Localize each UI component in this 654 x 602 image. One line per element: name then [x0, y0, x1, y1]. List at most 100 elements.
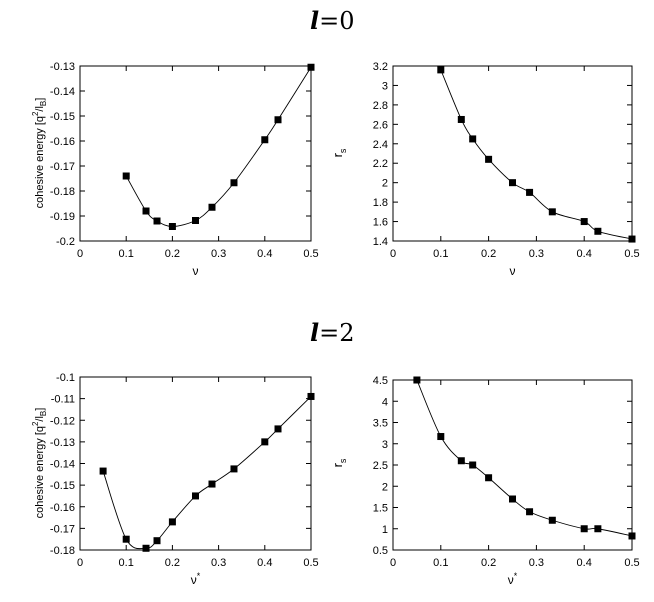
y-tick-label: 1.6 [373, 217, 388, 229]
y-tick-label: -0.12 [50, 415, 75, 427]
x-tick-label: 0.1 [119, 557, 134, 569]
chart-1: 0 0.1 0.2 0.3 0.4 0.5 1.4 1.6 1.8 2 2.2 2.4 2.6 2.8 3 3… [330, 61, 640, 278]
data-point [230, 465, 238, 473]
data-point [168, 223, 176, 230]
x-axis-label: ν [510, 264, 516, 278]
series-line [416, 379, 633, 537]
data-point [580, 218, 588, 226]
data-point [548, 208, 556, 216]
data-point [526, 188, 534, 196]
x-tick-label: 0.2 [165, 248, 180, 260]
y-tick-label: 2 [382, 178, 388, 190]
data-point [208, 203, 216, 211]
plot-frame [79, 376, 312, 551]
x-tick-label: 0.5 [624, 248, 639, 260]
data-point [274, 116, 282, 124]
y-tick-label: -0.18 [50, 545, 75, 557]
data-point [594, 227, 602, 235]
x-axis-label: ν* [191, 571, 201, 587]
data-point [628, 235, 636, 243]
y-tick-label: 2.6 [373, 119, 388, 131]
y-tick-label: 2 [382, 481, 388, 493]
y-tick-label: 4 [382, 396, 388, 408]
chart-3: 0 0.1 0.2 0.3 0.4 0.5 0.5 1 1.5 2 2.5 3 3.5 4 4.5 ν* rs [330, 375, 640, 587]
data-point [192, 492, 199, 500]
data-point [413, 376, 421, 384]
y-tick-label: -0.2 [56, 236, 75, 248]
x-tick-label: 0.5 [624, 557, 639, 569]
data-point [437, 66, 445, 74]
y-axis-label: cohesive energy [q2/lB] [31, 408, 48, 519]
data-point [99, 467, 107, 475]
y-tick-label: -0.17 [50, 161, 75, 173]
plot-frame [392, 379, 633, 551]
x-axis-label: ν* [508, 571, 518, 587]
y-tick-label: -0.13 [50, 61, 75, 73]
x-tick-label: 0.3 [529, 248, 544, 260]
y-tick-label: -0.19 [50, 211, 75, 223]
data-point [548, 516, 556, 524]
y-tick-label: 3.2 [373, 61, 388, 73]
series-line [125, 67, 312, 227]
data-point [153, 537, 161, 545]
y-tick-label: -0.14 [50, 86, 75, 98]
chart-0: 0 0.1 0.2 0.3 0.4 0.5 -0.2 -0.19 -0.18 -0.17 -0.16… [31, 61, 319, 278]
y-tick-label: -0.14 [50, 459, 75, 471]
x-axis-label: ν [193, 264, 199, 278]
y-tick-label: 3 [382, 439, 388, 451]
data-point [509, 495, 516, 503]
data-point [457, 115, 465, 123]
data-point [457, 457, 465, 465]
x-tick-label: 0 [77, 248, 83, 260]
y-tick-label: -0.17 [50, 523, 75, 535]
series-line [102, 396, 312, 550]
data-point [153, 217, 161, 225]
data-point [168, 518, 176, 526]
x-tick-label: 0.3 [211, 248, 226, 260]
chart-2: 0 0.1 0.2 0.3 0.4 0.5 -0.18 -0.17 -0.16 -0.15 -0.1… [31, 372, 319, 587]
y-tick-label: 4.5 [373, 375, 388, 387]
x-tick-label: 0.2 [165, 557, 180, 569]
y-axis-label: cohesive energy [q2/lB] [31, 98, 48, 209]
x-tick-label: 0.1 [119, 248, 134, 260]
x-tick-label: 0.2 [481, 248, 496, 260]
x-tick-label: 0 [390, 557, 396, 569]
data-point [485, 155, 493, 163]
y-tick-label: -0.15 [50, 111, 75, 123]
series-line [440, 69, 633, 240]
data-point [526, 508, 534, 516]
x-tick-label: 0 [77, 557, 83, 569]
data-point [142, 544, 150, 552]
y-tick-label: 1.4 [373, 236, 388, 248]
data-point [594, 525, 602, 533]
section-title-l0: l=0 [310, 6, 355, 35]
x-tick-label: 0.5 [303, 557, 318, 569]
data-point [122, 535, 130, 543]
y-axis-label: rs [330, 458, 348, 467]
x-tick-label: 0.1 [433, 557, 448, 569]
data-point [307, 392, 315, 400]
data-point [230, 179, 238, 187]
x-tick-label: 0.1 [433, 248, 448, 260]
data-point [509, 179, 516, 187]
x-tick-label: 0.2 [481, 557, 496, 569]
x-tick-label: 0.4 [577, 248, 592, 260]
data-point [192, 217, 199, 224]
y-tick-label: 3.5 [373, 418, 388, 430]
y-tick-label: -0.15 [50, 480, 75, 492]
data-point [142, 207, 150, 215]
y-axis-label: rs [330, 148, 348, 157]
x-tick-label: 0.4 [577, 557, 592, 569]
section-title-l2: l=2 [310, 318, 355, 347]
y-tick-label: -0.11 [51, 394, 75, 406]
y-tick-label: 1.5 [373, 503, 388, 515]
data-point [485, 474, 493, 482]
x-tick-label: 0.3 [529, 557, 544, 569]
y-tick-label: 3 [382, 80, 388, 92]
data-point [122, 172, 130, 180]
plot-frame [392, 65, 633, 242]
data-point [261, 438, 269, 446]
y-tick-label: 2.8 [373, 100, 388, 112]
x-tick-label: 0.5 [303, 248, 318, 260]
